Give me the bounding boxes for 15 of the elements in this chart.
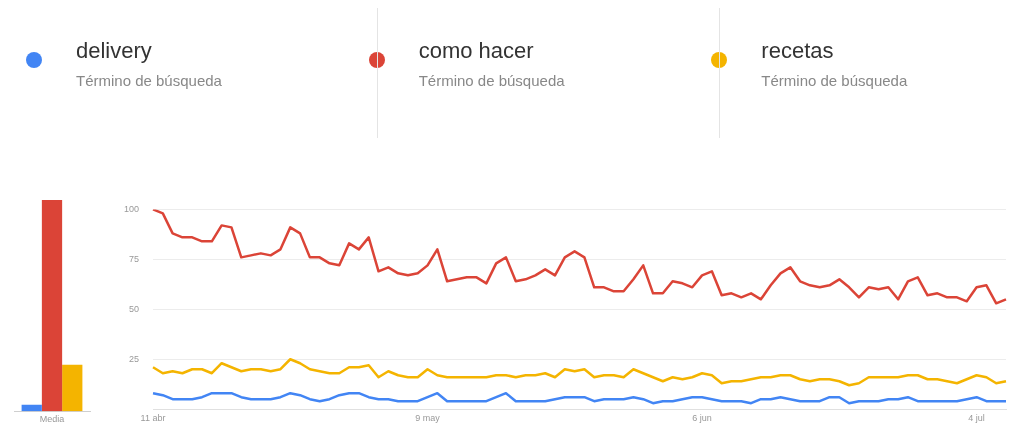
text: Término de búsqueda xyxy=(761,72,908,89)
text: Término de búsqueda xyxy=(76,72,222,89)
y-tick-label: 100 xyxy=(123,203,140,214)
y-tick-label: 25 xyxy=(129,353,140,364)
x-tick-label: Media xyxy=(39,414,65,425)
text: Término de búsqueda xyxy=(418,72,565,89)
legend-label: recetas xyxy=(761,38,834,64)
x-tick-label: 6 jun xyxy=(692,413,712,424)
y-tick-label: 75 xyxy=(129,253,140,264)
legend-label: delivery xyxy=(76,38,152,64)
x-tick-label: 11 abr xyxy=(140,413,166,424)
x-tick-label: 9 may xyxy=(415,413,441,424)
y-tick-label: 50 xyxy=(129,303,140,314)
x-tick-label: 4 jul xyxy=(968,413,985,424)
legend-label: como hacer xyxy=(418,38,534,64)
